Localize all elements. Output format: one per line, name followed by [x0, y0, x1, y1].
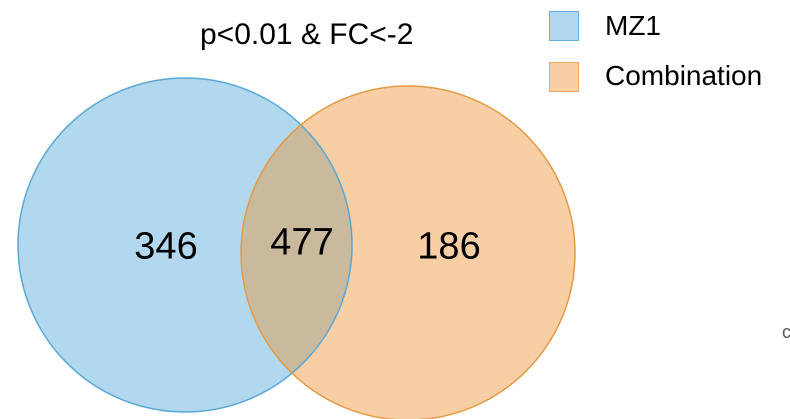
count-combination-only: 186 — [417, 225, 481, 268]
legend-swatch-combination — [549, 62, 579, 92]
edge-mark-text: c — [782, 322, 790, 342]
legend-label-mz1: MZ1 — [605, 10, 661, 41]
set-mz1-outline — [17, 77, 353, 413]
count-intersection: 477 — [270, 221, 334, 264]
count-mz1-only: 346 — [134, 225, 198, 268]
legend-swatch-mz1 — [549, 11, 579, 41]
diagram-title: p<0.01 & FC<-2 — [200, 18, 414, 51]
legend-label-combination: Combination — [605, 60, 763, 91]
set-combination-outline — [240, 85, 576, 419]
